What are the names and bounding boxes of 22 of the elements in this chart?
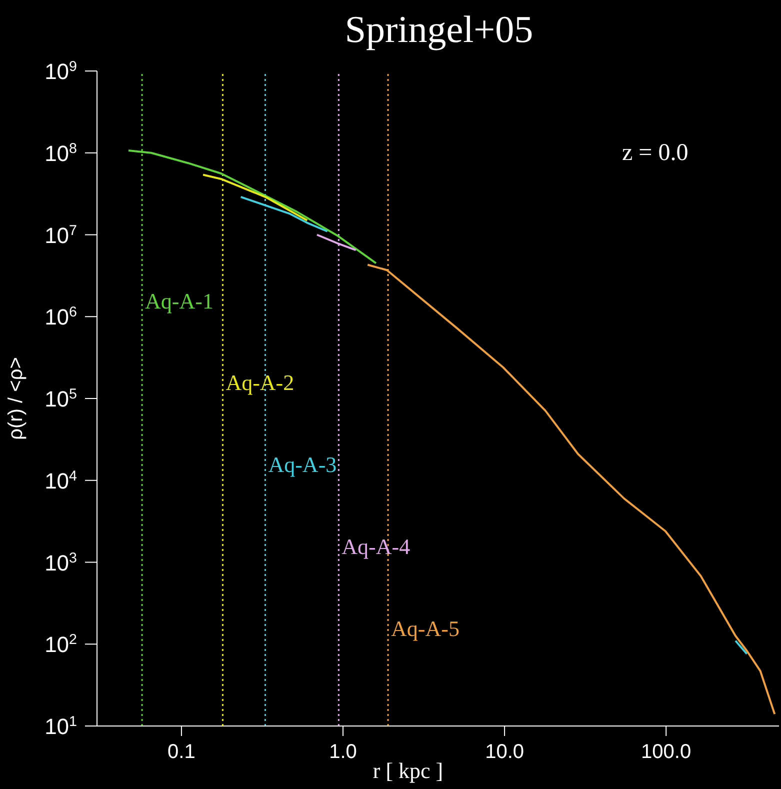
y-tick-label: 10$^{4}$ xyxy=(44,468,78,494)
text: Aq-A-1 xyxy=(145,288,214,314)
text: Aq-A-3 xyxy=(268,452,337,477)
y-tick-label: 10$^{1}$ xyxy=(44,714,78,739)
y-tick-label: 10$^{6}$ xyxy=(44,304,78,330)
x-tick-label: 100.0 xyxy=(641,741,692,763)
x-tick-label: 10.0 xyxy=(485,741,524,763)
text: Aq-A-5 xyxy=(391,616,460,641)
text: Aq-A-2 xyxy=(226,370,294,396)
y-tick-label: 10$^{5}$ xyxy=(44,386,78,412)
text: Aq-A-4 xyxy=(342,534,410,559)
chart-title: Springel+05 xyxy=(344,8,534,52)
y-tick-label: 10$^{3}$ xyxy=(44,550,78,576)
x-tick-label: 0.1 xyxy=(168,741,196,763)
y-tick-label: 10$^{7}$ xyxy=(44,222,78,248)
y-axis-title: ρ(r) / <ρ> xyxy=(5,357,27,440)
x-tick-label: 1.0 xyxy=(329,741,357,763)
y-tick-label: 10$^{8}$ xyxy=(44,140,78,166)
annotation: z = 0.0 xyxy=(622,140,688,167)
x-axis-title: r [ kpc ] xyxy=(372,758,444,783)
y-tick-label: 10$^{2}$ xyxy=(44,632,78,658)
y-tick-label: 10$^{9}$ xyxy=(44,59,78,84)
